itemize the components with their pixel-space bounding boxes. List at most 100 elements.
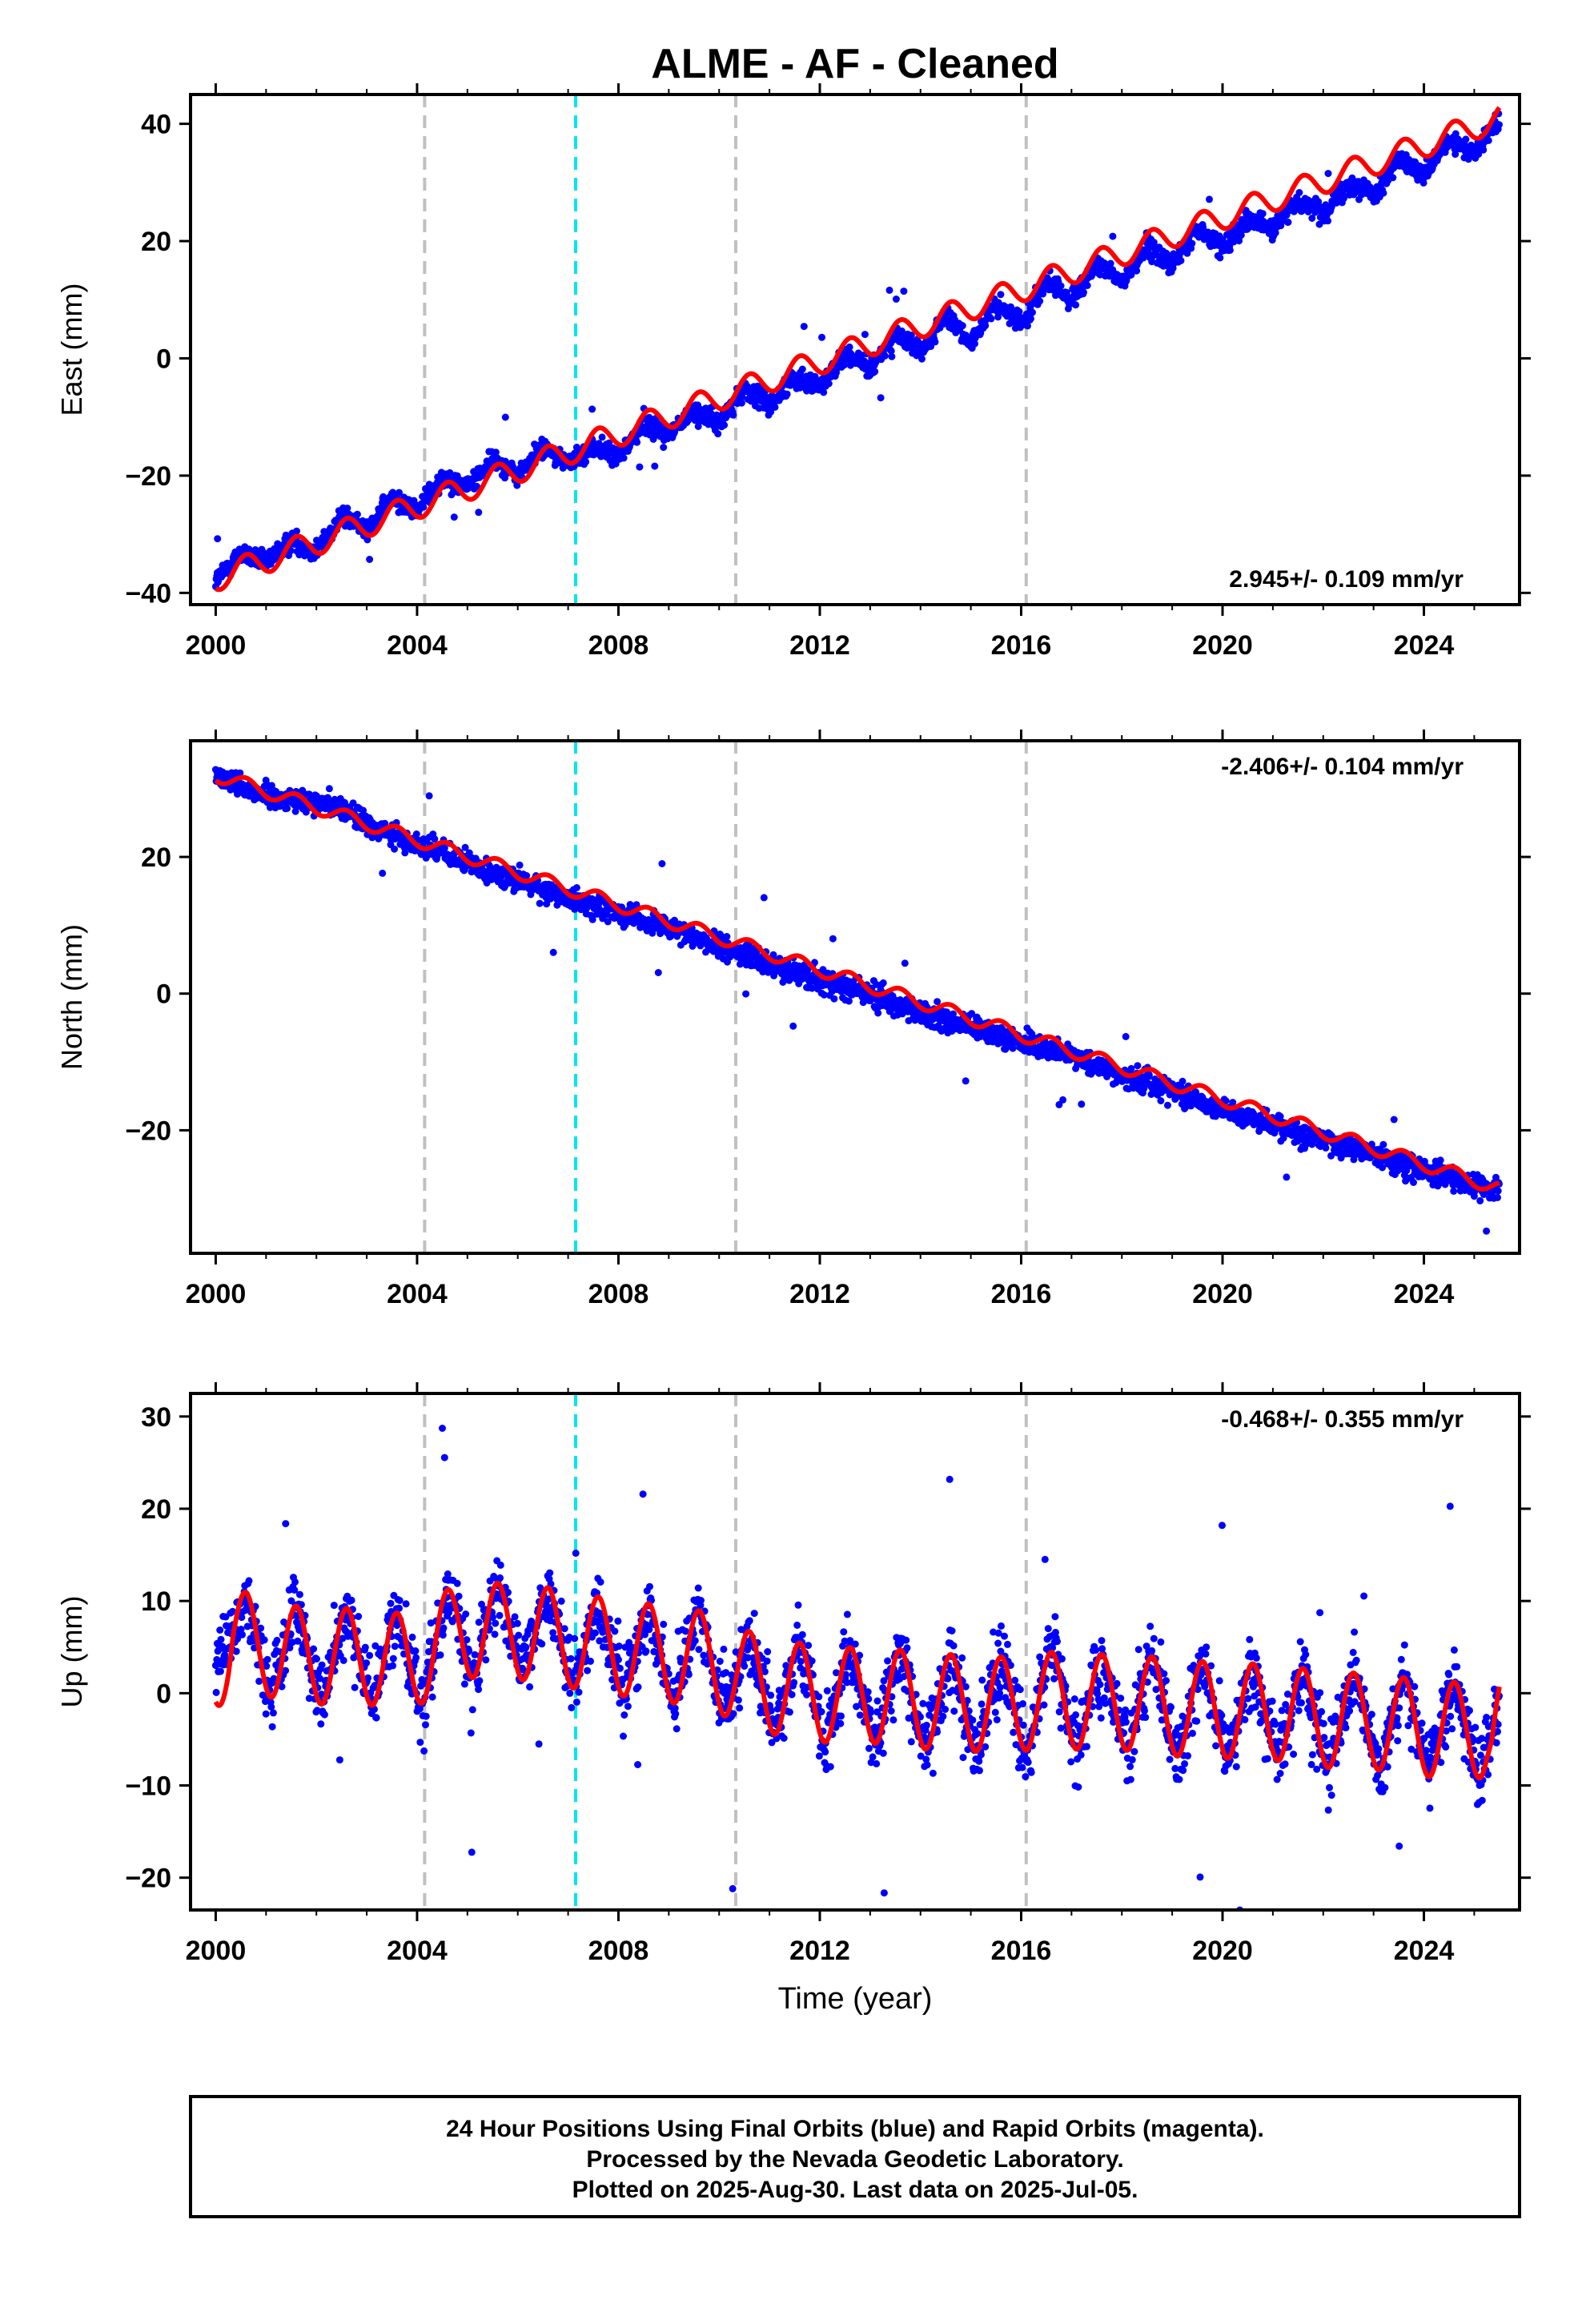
x-tick-label: 2020	[1192, 630, 1253, 661]
data-point	[425, 792, 433, 800]
data-point	[536, 899, 544, 907]
data-point	[737, 399, 745, 407]
data-point	[549, 948, 557, 956]
data-point	[1177, 256, 1185, 264]
data-point	[1452, 151, 1460, 159]
data-point	[1283, 1173, 1291, 1181]
data-point	[1072, 301, 1080, 309]
data-point	[268, 609, 275, 616]
data-point	[1480, 146, 1488, 154]
data-point	[800, 323, 808, 331]
data-point	[1083, 282, 1091, 289]
data-point	[798, 365, 806, 373]
data-point	[450, 513, 458, 521]
data-point	[767, 408, 775, 416]
data-point	[1178, 1077, 1186, 1085]
data-point	[283, 805, 291, 812]
data-point	[287, 547, 295, 555]
data-point	[461, 843, 469, 851]
data-point	[480, 866, 487, 875]
data-point	[431, 835, 439, 843]
data-point	[1462, 135, 1470, 143]
data-point	[1106, 259, 1114, 267]
data-point	[987, 315, 995, 323]
data-point	[723, 933, 731, 940]
east-panel: 2000 2004 2008 2012 2016 2020 2024−40−2002040E…	[55, 83, 1531, 661]
data-point	[236, 769, 244, 777]
plot-frame	[189, 93, 1521, 606]
data-point	[931, 338, 939, 346]
data-point	[1164, 1101, 1171, 1109]
data-point	[658, 860, 666, 867]
north-panel: 2000 2004 2008 2012 2016 2020 2024−20020North …	[55, 730, 1531, 1309]
data-point	[543, 900, 551, 908]
data-point	[420, 503, 428, 511]
data-point	[1284, 219, 1292, 226]
data-point	[1226, 246, 1234, 254]
data-point	[1206, 195, 1213, 203]
data-point	[598, 433, 606, 441]
data-point	[1436, 1156, 1444, 1164]
data-point	[1127, 271, 1135, 279]
data-point	[473, 482, 481, 490]
data-point	[1379, 189, 1387, 197]
data-point	[1494, 1187, 1502, 1195]
y-tick-label: 20	[141, 227, 171, 257]
data-point	[293, 527, 300, 535]
data-point	[1419, 179, 1427, 187]
data-point	[1237, 231, 1245, 239]
observation-points	[211, 741, 1503, 1235]
data-point	[729, 411, 737, 419]
data-point	[845, 997, 853, 1005]
data-point	[349, 799, 357, 807]
data-point	[1109, 232, 1117, 240]
data-point	[440, 844, 448, 852]
data-point	[381, 819, 389, 827]
data-point	[997, 291, 1005, 299]
data-point	[588, 405, 596, 413]
x-tick-label: 2024	[1394, 630, 1455, 661]
x-tick-label: 2008	[588, 630, 649, 661]
data-point	[1475, 151, 1483, 159]
data-point	[918, 355, 926, 363]
data-point	[1494, 1193, 1501, 1201]
data-point	[1324, 170, 1332, 178]
data-point	[1127, 1064, 1135, 1072]
data-point	[1015, 308, 1023, 316]
data-point	[660, 444, 668, 452]
data-point	[971, 340, 978, 348]
data-point	[881, 352, 889, 360]
data-point	[516, 861, 524, 869]
data-point	[513, 481, 521, 489]
data-point	[1188, 239, 1196, 247]
data-point	[275, 802, 283, 810]
data-point	[783, 390, 791, 398]
data-point	[877, 394, 885, 402]
data-point	[721, 421, 729, 429]
y-tick-label: −20	[125, 461, 171, 492]
data-point	[830, 995, 838, 1003]
data-point	[633, 438, 641, 446]
data-point	[1024, 322, 1031, 330]
data-point	[492, 448, 500, 456]
data-point	[1322, 1144, 1330, 1152]
data-point	[789, 1022, 797, 1030]
data-point	[1144, 248, 1152, 255]
data-point	[1496, 121, 1503, 129]
data-point	[887, 347, 895, 355]
data-point	[1476, 1196, 1484, 1204]
data-point	[1324, 217, 1332, 225]
data-point	[861, 331, 869, 339]
data-point	[323, 794, 331, 802]
data-point	[1029, 308, 1036, 316]
y-axis-label: East (mm)	[55, 283, 88, 416]
data-point	[401, 849, 409, 857]
observation-points	[211, 110, 1503, 616]
y-tick-label: 40	[141, 110, 171, 140]
data-point	[501, 413, 509, 421]
data-point	[353, 510, 361, 518]
data-point	[366, 556, 374, 563]
data-point	[379, 869, 387, 877]
x-tick-label: 2000	[186, 630, 247, 661]
data-point	[396, 489, 403, 497]
